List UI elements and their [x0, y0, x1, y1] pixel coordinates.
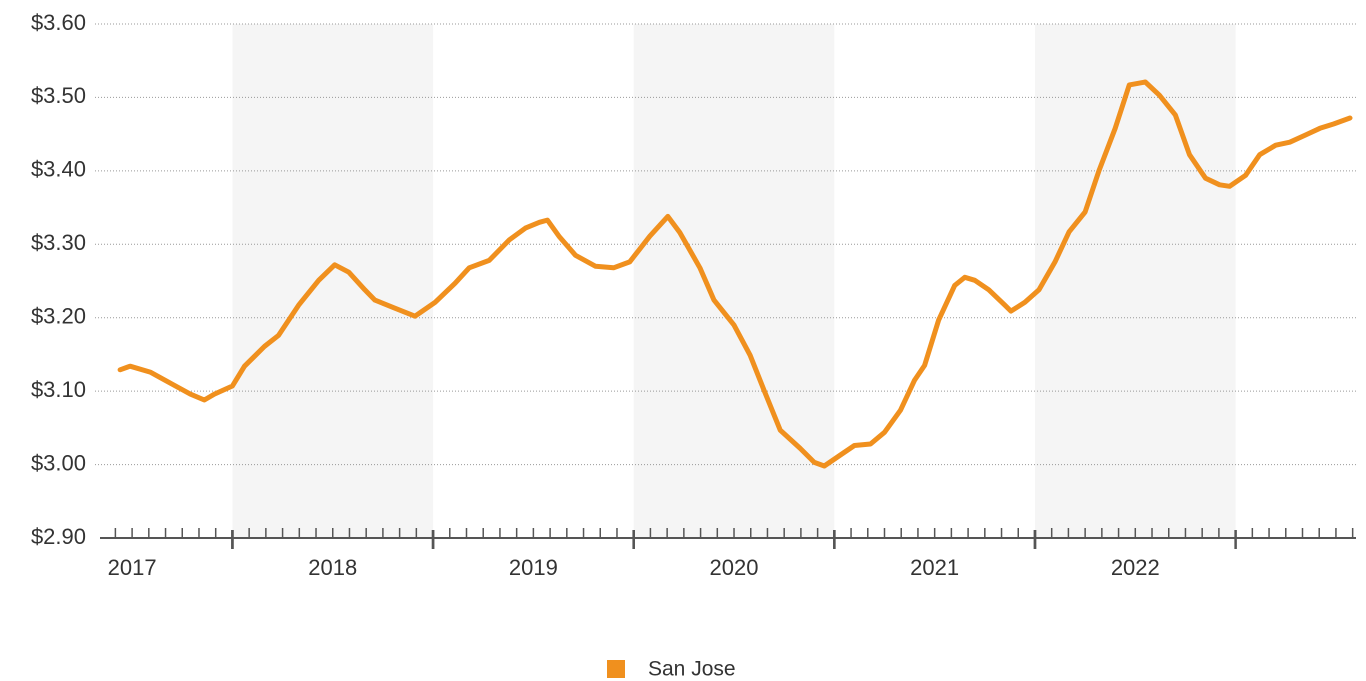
x-tick-label: 2022: [1111, 555, 1160, 580]
legend-label: San Jose: [648, 658, 736, 681]
line-series: [117, 79, 1353, 469]
y-tick-label: $3.40: [31, 157, 86, 182]
legend-swatch: [607, 660, 625, 678]
year-band: [1034, 24, 1236, 538]
x-tick-label: 2018: [308, 555, 357, 580]
x-tick-label: 2021: [910, 555, 959, 580]
y-tick-label: $3.10: [31, 377, 86, 402]
year-band: [633, 24, 835, 538]
y-tick-label: $3.60: [31, 10, 86, 35]
y-tick-label: $2.90: [31, 524, 86, 549]
y-tick-label: $3.00: [31, 450, 86, 475]
y-tick-label: $3.50: [31, 83, 86, 108]
x-tick-label: 2019: [509, 555, 558, 580]
x-tick-label: 2017: [108, 555, 157, 580]
y-tick-label: $3.30: [31, 230, 86, 255]
year-band: [232, 24, 434, 538]
y-tick-label: $3.20: [31, 304, 86, 329]
x-tick-label: 2020: [710, 555, 759, 580]
